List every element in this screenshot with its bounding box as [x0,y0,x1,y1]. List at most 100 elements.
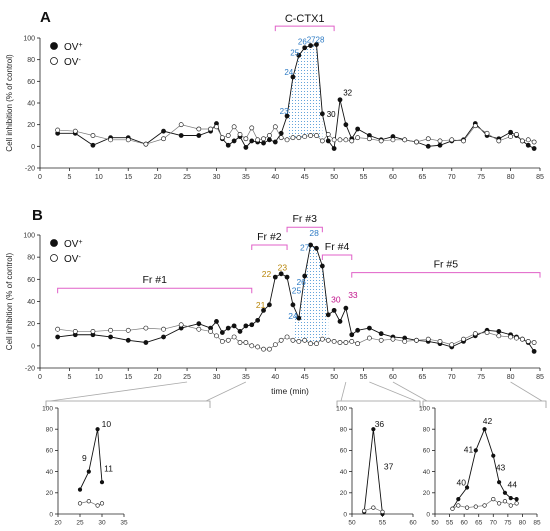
data-point-ov-plus [77,487,83,492]
y-axis-label: Cell inhibition (% of control) [5,54,14,152]
series-line-ov-plus [79,429,103,490]
legend-marker [50,254,58,262]
data-point-ov-minus [450,506,455,511]
connector-line [510,381,543,402]
data-point-ov-minus [319,336,325,342]
point-label: 30 [327,110,336,119]
point-label: 24 [284,68,293,77]
data-point-ov-plus [261,307,266,313]
y-tick-label: 0 [31,343,35,350]
x-tick-label: 50 [348,520,356,527]
x-tick-label: 60 [461,520,469,527]
x-tick-label: 60 [389,174,397,181]
data-point-ov-minus [390,336,396,342]
y-tick-label: 0 [49,511,53,518]
point-label: 44 [507,480,517,490]
data-point-ov-minus [278,135,284,141]
data-point-ov-minus [161,326,166,332]
y-tick-label: 100 [419,405,430,412]
chart-title: C-CTX1 [285,13,325,25]
x-tick-label: 30 [98,520,106,527]
data-point-ov-plus [296,315,302,321]
data-point-ov-minus [461,138,466,144]
data-point-ov-plus [496,329,502,334]
inset-frame [422,400,547,408]
point-label: 22 [262,269,272,279]
data-point-ov-plus [125,337,131,343]
data-point-ov-plus [319,111,325,117]
data-point-ov-minus [302,134,308,139]
data-point-ov-plus [272,139,278,145]
data-point-ov-minus [225,133,231,138]
data-point-ov-plus [308,242,313,248]
x-tick-label: 30 [213,374,221,381]
y-tick-label: 20 [27,321,35,328]
data-point-ov-minus [461,336,466,342]
data-point-ov-minus [99,501,105,506]
data-point-ov-plus [99,480,105,485]
x-tick-label: 10 [95,174,103,181]
data-point-ov-plus [371,427,376,432]
series-line-ov-plus [57,244,535,352]
data-point-ov-minus [243,340,249,345]
y-tick-label: 20 [340,490,348,497]
x-tick-label: 35 [242,374,250,381]
data-point-ov-minus [178,122,184,128]
data-point-ov-plus [249,322,255,328]
point-label: 33 [348,290,358,300]
y-tick-label: 0 [426,511,430,518]
point-label: 26 [298,38,307,47]
data-point-ov-minus [325,337,331,343]
data-point-ov-minus [296,135,302,141]
x-tick-label: 35 [242,174,250,181]
data-point-ov-plus [349,332,355,338]
data-point-ov-minus [508,503,513,508]
fraction-bracket [286,226,323,233]
point-label: 36 [375,419,385,429]
y-tick-label: 100 [336,405,347,412]
series-line-ov-minus [79,500,103,506]
data-point-ov-plus [161,334,166,340]
connector-line [49,381,188,402]
series-line-ov-minus [452,498,517,510]
data-point-ov-plus [231,323,237,329]
point-label: 25 [292,286,302,296]
y-tick-label: 80 [423,426,431,433]
data-point-ov-minus [496,138,502,144]
data-point-ov-plus [90,142,96,148]
x-tick-label: 25 [183,174,191,181]
point-label: 28 [309,228,319,238]
data-point-ov-minus [86,499,91,504]
data-point-ov-minus [349,338,355,344]
data-point-ov-minus [378,138,384,144]
data-point-ov-minus [225,337,231,343]
data-point-ov-plus [343,305,349,311]
inset-frame [45,400,211,408]
y-axis-label: Cell inhibition (% of control) [5,252,14,350]
y-tick-label: 0 [343,511,347,518]
x-tick-label: 40 [271,374,279,381]
data-point-ov-minus [497,501,502,506]
point-label: 37 [384,461,394,471]
data-point-ov-plus [525,142,531,148]
legend-label: OV+ [64,239,83,251]
data-point-ov-plus [502,490,508,495]
point-label: 9 [82,453,87,463]
point-label: 26 [296,277,306,287]
x-tick-label: 40 [271,174,279,181]
data-point-ov-minus [464,505,470,510]
point-label: 23 [280,107,289,116]
x-tick-label: 20 [154,174,162,181]
point-label: 32 [343,88,352,97]
data-point-ov-plus [491,453,496,458]
data-point-ov-plus [196,321,202,327]
data-point-ov-minus [196,326,202,332]
data-point-ov-plus [178,133,184,138]
data-point-ov-minus [237,132,243,137]
inset-connectors [45,381,547,408]
data-point-ov-plus [302,45,308,51]
data-point-ov-plus [290,302,296,308]
data-point-ov-minus [425,336,431,342]
